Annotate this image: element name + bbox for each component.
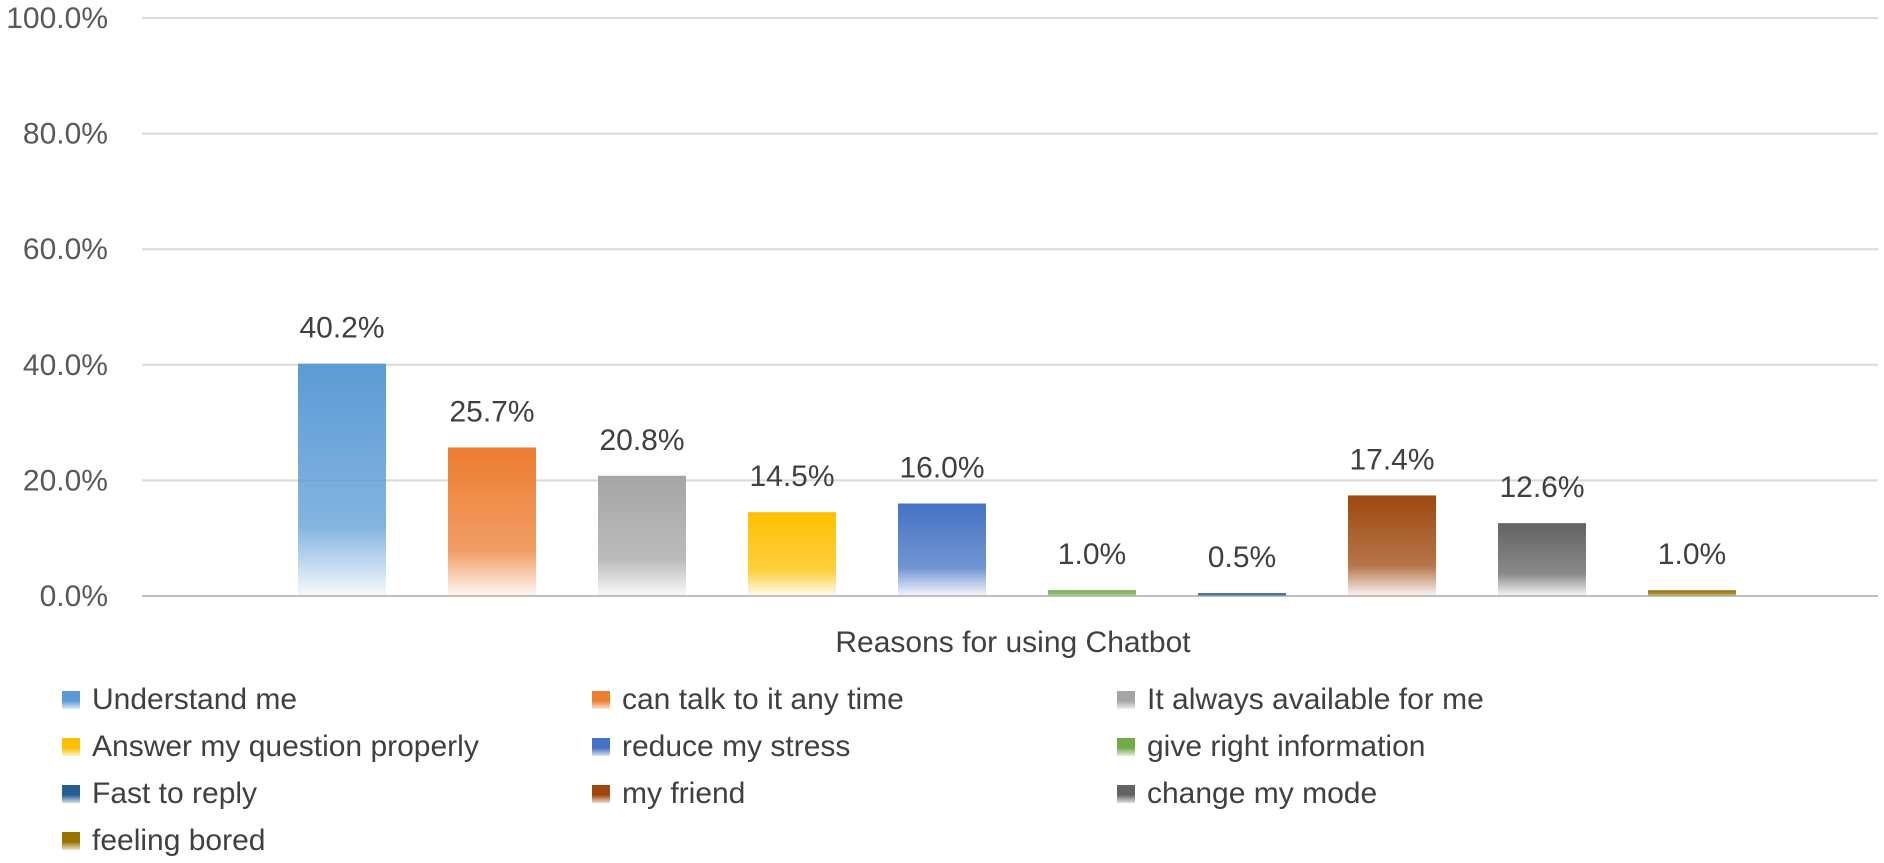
y-tick-label: 0.0% (40, 580, 108, 613)
legend-item: give right information (1117, 727, 1425, 767)
legend-item: change my mode (1117, 774, 1377, 814)
data-label: 12.6% (1499, 471, 1584, 504)
bar-4 (898, 504, 986, 596)
data-label: 17.4% (1349, 443, 1434, 476)
y-tick-label: 100.0% (6, 2, 108, 35)
legend-item: It always available for me (1117, 680, 1484, 720)
y-axis-ticks: 0.0% 20.0% 40.0% 60.0% 80.0% 100.0% (6, 2, 108, 613)
legend-swatch (62, 691, 80, 709)
data-label: 16.0% (899, 452, 984, 485)
data-label: 1.0% (1658, 538, 1726, 571)
legend-swatch (1117, 785, 1135, 803)
y-tick-label: 60.0% (23, 233, 108, 266)
data-label: 1.0% (1058, 538, 1126, 571)
legend-item: can talk to it any time (592, 680, 904, 720)
legend-label: reduce my stress (622, 730, 850, 764)
data-label: 0.5% (1208, 541, 1276, 574)
legend-label: my friend (622, 777, 745, 811)
legend-swatch (592, 738, 610, 756)
legend-swatch (1117, 691, 1135, 709)
y-tick-label: 20.0% (23, 464, 108, 497)
bar-8 (1498, 523, 1586, 596)
bar-0 (298, 364, 386, 596)
legend-label: change my mode (1147, 777, 1377, 811)
legend-swatch (1117, 738, 1135, 756)
legend-item: reduce my stress (592, 727, 850, 767)
legend-label: feeling bored (92, 824, 265, 858)
legend-item: Answer my question properly (62, 727, 479, 767)
bar-9 (1648, 590, 1736, 596)
legend-item: my friend (592, 774, 745, 814)
legend-swatch (62, 785, 80, 803)
bar-2 (598, 476, 686, 596)
legend-label: Understand me (92, 683, 297, 717)
legend-item: Fast to reply (62, 774, 257, 814)
x-axis-title: Reasons for using Chatbot (835, 626, 1191, 659)
data-label: 40.2% (299, 312, 384, 345)
legend-item: Understand me (62, 680, 297, 720)
bar-3 (748, 512, 836, 596)
grid-lines (142, 18, 1878, 596)
data-label: 25.7% (449, 395, 534, 428)
bar-5 (1048, 590, 1136, 596)
data-label: 14.5% (749, 460, 834, 493)
legend-label: Answer my question properly (92, 730, 479, 764)
data-label: 20.8% (599, 424, 684, 457)
legend-swatch (592, 691, 610, 709)
bar-7 (1348, 495, 1436, 596)
legend-swatch (62, 738, 80, 756)
bar-chart: 40.2% 25.7% 20.8% 14.5% 16.0% 1.0% 0.5% 17.4% 12… (0, 0, 1884, 680)
bar-6 (1198, 593, 1286, 596)
legend-label: It always available for me (1147, 683, 1484, 717)
y-tick-label: 40.0% (23, 349, 108, 382)
y-tick-label: 80.0% (23, 118, 108, 151)
legend-item: feeling bored (62, 821, 265, 861)
legend-label: Fast to reply (92, 777, 257, 811)
legend-label: give right information (1147, 730, 1425, 764)
legend-swatch (592, 785, 610, 803)
legend-label: can talk to it any time (622, 683, 904, 717)
bar-1 (448, 447, 536, 596)
legend-swatch (62, 832, 80, 850)
